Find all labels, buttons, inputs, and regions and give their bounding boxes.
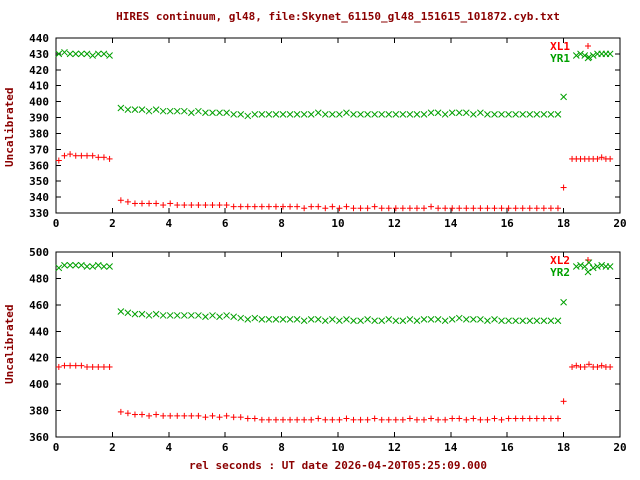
chart-title: HIRES continuum, gl48, file:Skynet_61150… — [116, 10, 560, 23]
legend-entry-YR1: YR1 — [550, 52, 592, 65]
panel-2: 0 2 4 6 8 10 12 14 16 18 20 360 380 400 420 440 460 480 50… — [29, 246, 627, 454]
legend-entry-YR2: YR2 — [550, 266, 592, 279]
x-tick-label: 14 — [444, 441, 458, 454]
x-tick-label: 6 — [222, 441, 229, 454]
y-tick-label: 380 — [29, 405, 49, 418]
x-tick-label: 0 — [53, 217, 60, 230]
plot-border — [55, 251, 621, 438]
x-tick-label: 10 — [331, 441, 344, 454]
x-tick-label: 18 — [557, 217, 570, 230]
y-tick-label: 460 — [29, 299, 49, 312]
x-tick-label: 2 — [109, 217, 116, 230]
y-tick-label: 340 — [29, 191, 49, 204]
y-tick-label: 500 — [29, 246, 49, 259]
series-YR1-points — [55, 48, 614, 120]
x-tick-label: 4 — [165, 441, 172, 454]
y-tick-label: 330 — [29, 207, 49, 220]
y-tick-label: 480 — [29, 272, 49, 285]
series-YR2-points — [55, 259, 614, 325]
y-tick-label: 400 — [29, 96, 49, 109]
y-tick-label: 360 — [29, 159, 49, 172]
x-tick-label: 12 — [388, 217, 401, 230]
x-tick-label: 16 — [501, 441, 515, 454]
x-tick-label: 14 — [444, 217, 458, 230]
legend-entry-XL1: XL1 — [550, 40, 591, 53]
y-tick-label: 380 — [29, 127, 49, 140]
panel-1: 0 2 4 6 8 10 12 14 16 18 20 330 340 350 360 370 380 390 40… — [29, 32, 627, 230]
legend-label: YR2 — [550, 266, 570, 279]
y-tick-label: 440 — [29, 32, 49, 45]
series-XL1-points — [55, 151, 614, 212]
axes: 0 2 4 6 8 10 12 14 16 18 20 360 380 400 420 440 460 480 50… — [29, 246, 627, 454]
legend-label: XL2 — [550, 254, 570, 267]
x-tick-label: 2 — [109, 441, 116, 454]
y-tick-label: 350 — [29, 175, 49, 188]
legend-label: YR1 — [550, 52, 570, 65]
axes: 0 2 4 6 8 10 12 14 16 18 20 330 340 350 360 370 380 390 40… — [29, 32, 627, 230]
y-tick-label: 400 — [29, 378, 49, 391]
legend-label: XL1 — [550, 40, 570, 53]
x-tick-label: 4 — [165, 217, 172, 230]
series-XL2-points — [55, 361, 614, 423]
y-tick-label: 360 — [29, 431, 49, 444]
x-tick-label: 20 — [613, 217, 626, 230]
y-tick-label: 440 — [29, 325, 49, 338]
x-tick-label: 16 — [501, 217, 515, 230]
x-tick-label: 20 — [613, 441, 626, 454]
x-tick-label: 0 — [53, 441, 60, 454]
x-tick-label: 6 — [222, 217, 229, 230]
y-tick-label: 420 — [29, 352, 49, 365]
x-axis-label: rel seconds : UT date 2026-04-20T05:25:0… — [188, 459, 487, 472]
x-tick-label: 12 — [388, 441, 401, 454]
y-tick-label: 420 — [29, 64, 49, 77]
plot-border — [55, 37, 621, 214]
x-tick-label: 18 — [557, 441, 570, 454]
y-tick-label: 370 — [29, 143, 49, 156]
x-tick-label: 8 — [278, 217, 285, 230]
y-tick-label: 430 — [29, 48, 49, 61]
y-tick-label: 390 — [29, 112, 49, 125]
y-tick-label: 410 — [29, 80, 49, 93]
x-tick-label: 10 — [331, 217, 344, 230]
x-tick-label: 8 — [278, 441, 285, 454]
